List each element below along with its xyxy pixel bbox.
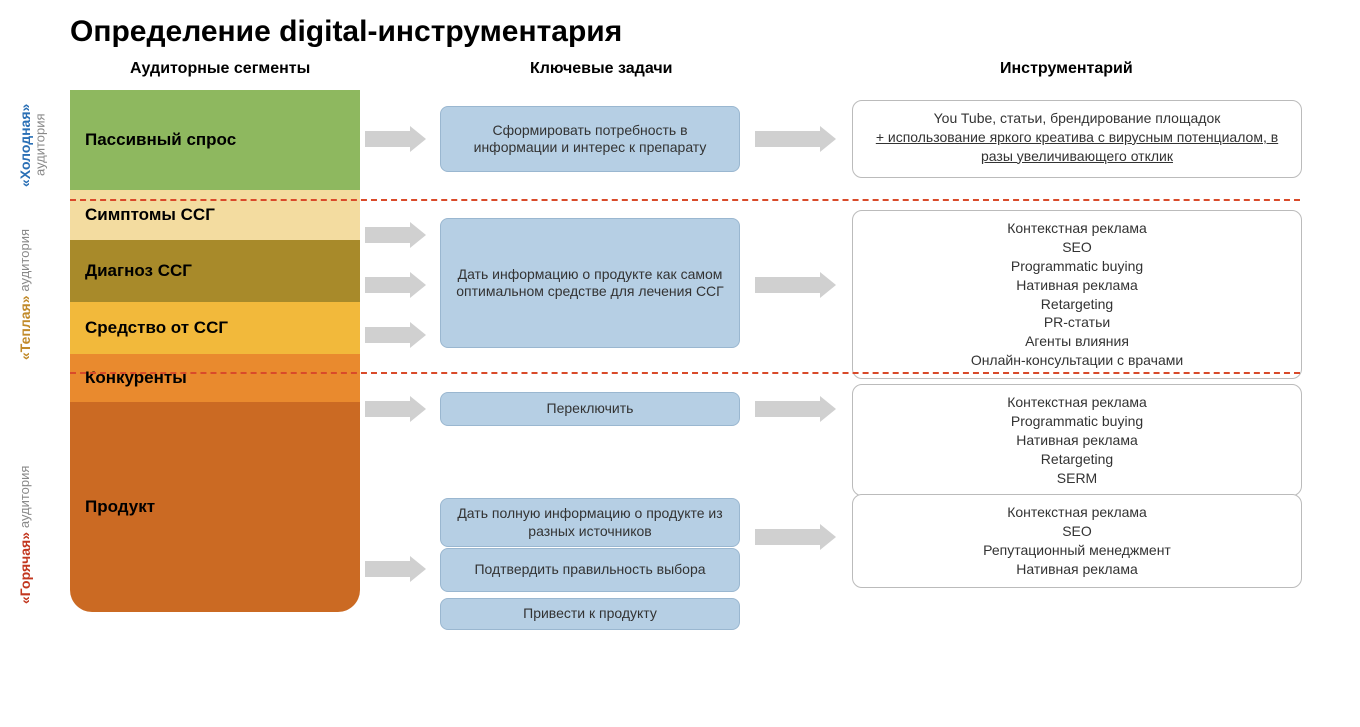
arrow-5: [755, 272, 836, 298]
divider-warm-hot: [70, 372, 1300, 374]
arrow-1: [755, 126, 836, 152]
tools-cold-line1: You Tube, статьи, брендирование площадок: [867, 109, 1287, 128]
arrow-3: [365, 272, 426, 298]
page-title: Определение digital-инструментария: [70, 15, 622, 49]
arrow-0: [365, 126, 426, 152]
task-full-info: Дать полную информацию о продукте из раз…: [440, 498, 740, 547]
segment-4: Конкуренты: [70, 354, 360, 402]
segment-5: Продукт: [70, 402, 360, 612]
segment-0: Пассивный спрос: [70, 90, 360, 190]
audience-hot-label: «Горячая» аудитория: [18, 445, 58, 625]
segment-2: Диагноз ССГ: [70, 240, 360, 302]
audience-hot-main: «Горячая»: [17, 532, 33, 604]
task-lead: Привести к продукту: [440, 598, 740, 630]
task-form-need: Сформировать потребность в информации и …: [440, 106, 740, 172]
divider-cold-warm: [70, 199, 1300, 201]
audience-hot-sub: аудитория: [17, 466, 32, 529]
audience-cold-sub: аудитория: [32, 114, 47, 177]
arrow-9: [755, 524, 836, 550]
arrow-8: [365, 556, 426, 582]
audience-cold-label: «Холодная» аудитория: [18, 95, 58, 195]
arrow-4: [365, 322, 426, 348]
audience-warm-label: «Теплая» аудитория: [18, 220, 58, 370]
task-switch: Переключить: [440, 392, 740, 426]
tools-hot-product: Контекстная рекламаSEOРепутационный мене…: [852, 494, 1302, 588]
task-product-info: Дать информацию о продукте как самом опт…: [440, 218, 740, 348]
audience-cold-main: «Холодная»: [17, 103, 33, 186]
segment-3: Средство от ССГ: [70, 302, 360, 354]
col-header-tasks: Ключевые задачи: [530, 60, 672, 78]
arrow-2: [365, 222, 426, 248]
segment-stack: Пассивный спросСимптомы ССГДиагноз ССГСр…: [70, 90, 360, 612]
tools-cold: You Tube, статьи, брендирование площадок…: [852, 100, 1302, 178]
tools-cold-line2: + использование яркого креатива с вирусн…: [867, 128, 1287, 166]
arrow-7: [755, 396, 836, 422]
segment-1: Симптомы ССГ: [70, 190, 360, 240]
audience-warm-sub: аудитория: [17, 230, 32, 293]
col-header-segments: Аудиторные сегменты: [130, 60, 310, 78]
col-header-tools: Инструментарий: [1000, 60, 1133, 78]
task-confirm: Подтвердить правильность выбора: [440, 548, 740, 592]
audience-warm-main: «Теплая»: [17, 296, 33, 361]
tools-hot-competitors: Контекстная рекламаProgrammatic buyingНа…: [852, 384, 1302, 496]
arrow-6: [365, 396, 426, 422]
tools-warm: Контекстная рекламаSEOProgrammatic buyin…: [852, 210, 1302, 379]
